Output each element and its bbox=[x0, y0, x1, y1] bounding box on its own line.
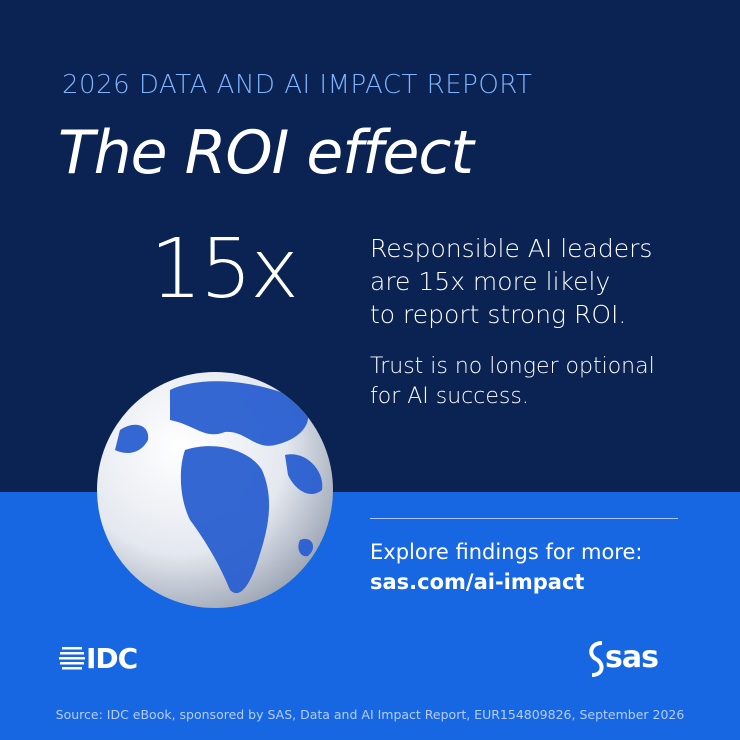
divider bbox=[370, 518, 678, 519]
source: Source: IDC eBook, sponsored by SAS, Dat… bbox=[55, 707, 685, 722]
text-line: Trust is no longer optional bbox=[370, 354, 655, 379]
idc-logo: IDC bbox=[86, 642, 138, 675]
cta-link[interactable]: sas.com/ai-impact bbox=[370, 570, 585, 594]
text-line: are 15x more likely bbox=[370, 267, 611, 296]
idc-mark bbox=[59, 647, 85, 670]
stat-value: 15x bbox=[150, 222, 299, 317]
report-label: 2026 DATA AND AI IMPACT REPORT bbox=[62, 70, 533, 100]
text-line: for AI success. bbox=[370, 384, 529, 409]
title: The ROI effect bbox=[58, 118, 474, 188]
stat-text: Responsible AI leaders are 15x more like… bbox=[370, 232, 652, 331]
note-text: Trust is no longer optional for AI succe… bbox=[370, 352, 655, 412]
text-line: Responsible AI leaders bbox=[370, 234, 653, 263]
cta-text: Explore findings for more: bbox=[370, 540, 643, 564]
cta: Explore findings for more: sas.com/ai-im… bbox=[370, 537, 642, 597]
text-line: to report strong ROI. bbox=[370, 300, 627, 329]
sas-logo: sas bbox=[605, 640, 659, 675]
